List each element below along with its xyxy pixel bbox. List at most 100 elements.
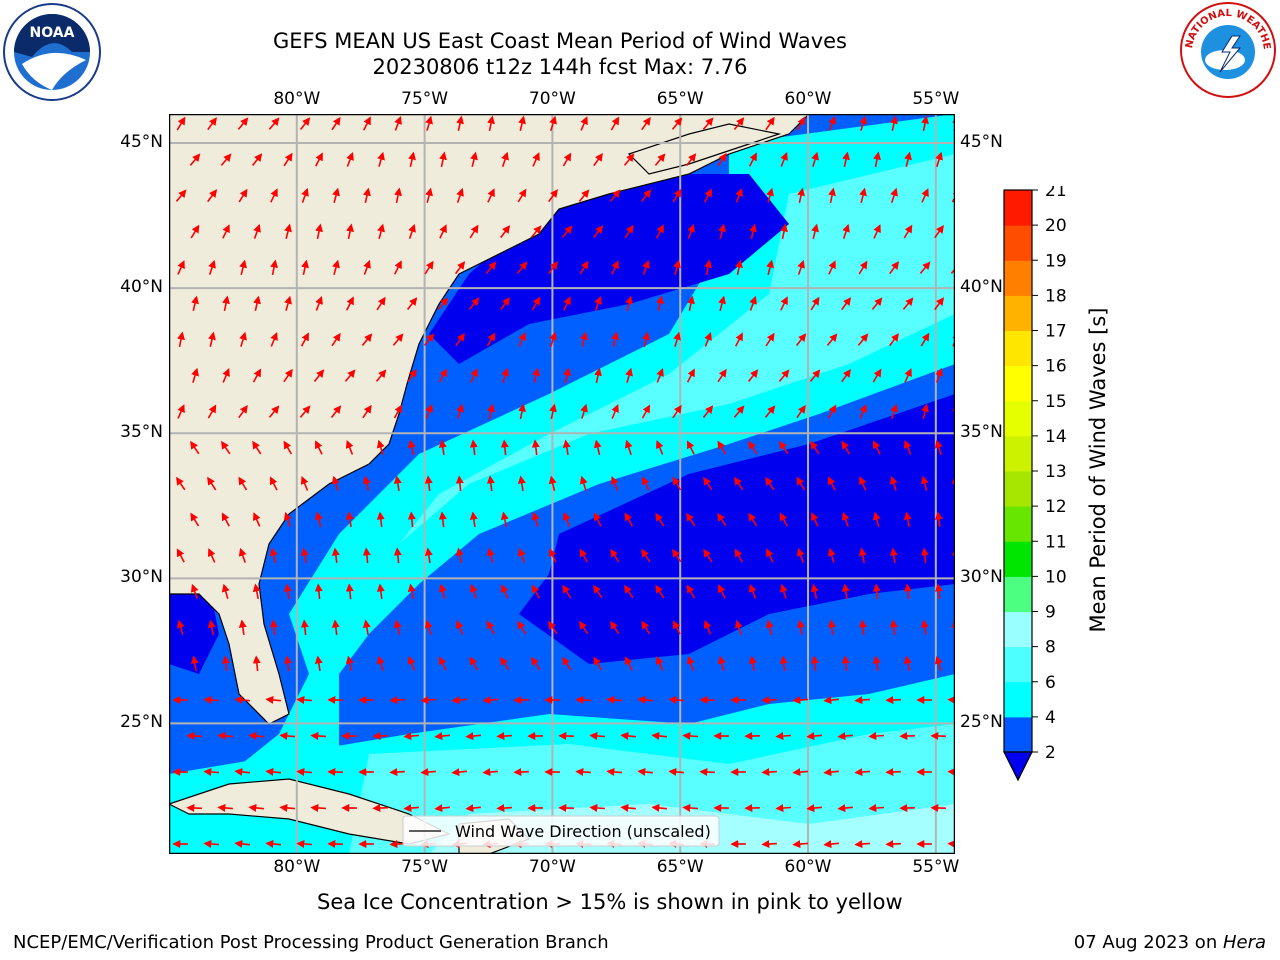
wave-direction-arrow xyxy=(486,547,495,563)
wave-direction-arrow xyxy=(795,333,807,346)
wave-direction-arrow xyxy=(283,152,293,167)
wave-direction-arrow xyxy=(532,367,540,383)
wave-direction-arrow xyxy=(717,512,727,527)
lat-tick-right: 35°N xyxy=(960,422,1003,443)
lon-tick-top: 60°W xyxy=(784,89,832,109)
wave-direction-arrow xyxy=(238,188,248,203)
wave-direction-arrow xyxy=(315,296,323,311)
wave-direction-arrow xyxy=(920,475,929,491)
wave-direction-arrow xyxy=(748,584,757,599)
wave-direction-arrow xyxy=(765,476,775,491)
wave-direction-arrow xyxy=(532,152,540,167)
wave-direction-arrow xyxy=(796,404,806,419)
wave-direction-arrow xyxy=(176,619,185,635)
wave-direction-arrow xyxy=(672,548,682,563)
wave-direction-arrow xyxy=(579,548,588,563)
wave-direction-arrow xyxy=(486,475,495,492)
wave-direction-arrow xyxy=(424,619,433,635)
wave-direction-arrow xyxy=(871,297,883,310)
wave-direction-arrow xyxy=(766,548,774,563)
wave-direction-arrow xyxy=(177,331,185,348)
wave-direction-arrow xyxy=(407,656,416,671)
lon-tick-bottom: 60°W xyxy=(784,857,832,877)
wave-direction-arrow xyxy=(702,117,714,130)
wave-direction-arrow xyxy=(177,404,185,419)
wave-direction-arrow xyxy=(487,115,495,132)
wave-direction-arrow xyxy=(456,620,464,635)
wave-direction-arrow xyxy=(345,511,354,528)
wave-direction-arrow xyxy=(299,117,311,130)
wave-direction-arrow xyxy=(420,768,436,777)
wave-direction-arrow xyxy=(579,260,589,275)
wave-direction-arrow xyxy=(310,731,326,740)
wave-direction-arrow xyxy=(407,439,416,455)
map-subtitle: 20230806 t12z 144h fcst Max: 7.76 xyxy=(372,55,748,79)
wave-direction-arrow xyxy=(672,620,681,635)
wave-direction-arrow xyxy=(717,152,727,167)
wave-direction-arrow xyxy=(885,840,901,849)
wave-direction-arrow xyxy=(234,767,250,776)
wave-direction-arrow xyxy=(486,620,495,635)
wave-direction-arrow xyxy=(300,476,309,491)
wave-direction-arrow xyxy=(703,620,712,635)
wave-direction-arrow xyxy=(703,476,713,491)
lon-tick-top: 70°W xyxy=(528,89,576,109)
wave-direction-arrow xyxy=(345,583,354,600)
wave-direction-arrow xyxy=(310,803,326,812)
wave-direction-arrow xyxy=(885,768,901,777)
wave-direction-arrow xyxy=(531,511,540,527)
wave-direction-arrow xyxy=(313,369,325,382)
wave-direction-arrow xyxy=(920,547,929,564)
lat-tick-right: 30°N xyxy=(960,567,1003,588)
wave-direction-arrow xyxy=(810,583,819,599)
wave-direction-arrow xyxy=(283,655,292,672)
wave-direction-arrow xyxy=(376,439,385,455)
wave-direction-arrow xyxy=(189,153,201,166)
wave-direction-arrow xyxy=(637,767,653,776)
wave-direction-arrow xyxy=(299,405,311,418)
wave-direction-arrow xyxy=(903,511,912,528)
wave-direction-arrow xyxy=(921,403,929,419)
wave-direction-arrow xyxy=(222,295,230,312)
wave-direction-arrow xyxy=(641,404,651,419)
wave-direction-arrow xyxy=(207,548,216,563)
wave-direction-arrow xyxy=(562,584,572,599)
wave-direction-arrow xyxy=(345,440,354,455)
colorbar-tick-label: 2 xyxy=(1045,743,1056,763)
wave-direction-arrow xyxy=(394,187,402,204)
wave-direction-arrow xyxy=(826,333,838,346)
wave-direction-arrow xyxy=(947,695,955,704)
wave-direction-arrow xyxy=(456,115,464,131)
wave-direction-arrow xyxy=(837,804,853,813)
wave-direction-arrow xyxy=(265,839,281,848)
wave-direction-arrow xyxy=(854,696,870,705)
wave-direction-arrow xyxy=(748,152,757,167)
lat-tick-right: 25°N xyxy=(960,712,1003,733)
wave-direction-arrow xyxy=(362,619,371,636)
colorbar-tick-label: 10 xyxy=(1045,567,1067,587)
wave-direction-arrow xyxy=(362,116,371,131)
wave-direction-arrow xyxy=(425,404,433,419)
wave-direction-arrow xyxy=(531,296,541,311)
colorbar-segment xyxy=(1004,716,1032,753)
wave-direction-arrow xyxy=(578,189,590,202)
wave-direction-arrow xyxy=(765,619,774,635)
colorbar-tick-label: 14 xyxy=(1045,427,1067,447)
graticule xyxy=(169,114,955,854)
wave-direction-arrow xyxy=(828,260,836,275)
colorbar-tick-label: 8 xyxy=(1045,638,1056,658)
colorbar-tick-label: 13 xyxy=(1045,462,1067,482)
wave-direction-arrow xyxy=(641,116,651,131)
wave-direction-arrow xyxy=(486,332,496,347)
wave-direction-arrow xyxy=(238,619,247,636)
wave-direction-arrow xyxy=(375,369,387,382)
wave-direction-arrow xyxy=(748,655,757,672)
wave-direction-arrow xyxy=(827,476,836,491)
wave-direction-arrow xyxy=(372,732,388,741)
wave-direction-arrow xyxy=(220,440,231,455)
wave-direction-arrow xyxy=(530,656,541,671)
colorbar-segment xyxy=(1004,471,1032,507)
wave-direction-arrow xyxy=(389,768,405,777)
wave-direction-arrow xyxy=(345,655,354,671)
wave-direction-arrow xyxy=(563,296,571,311)
